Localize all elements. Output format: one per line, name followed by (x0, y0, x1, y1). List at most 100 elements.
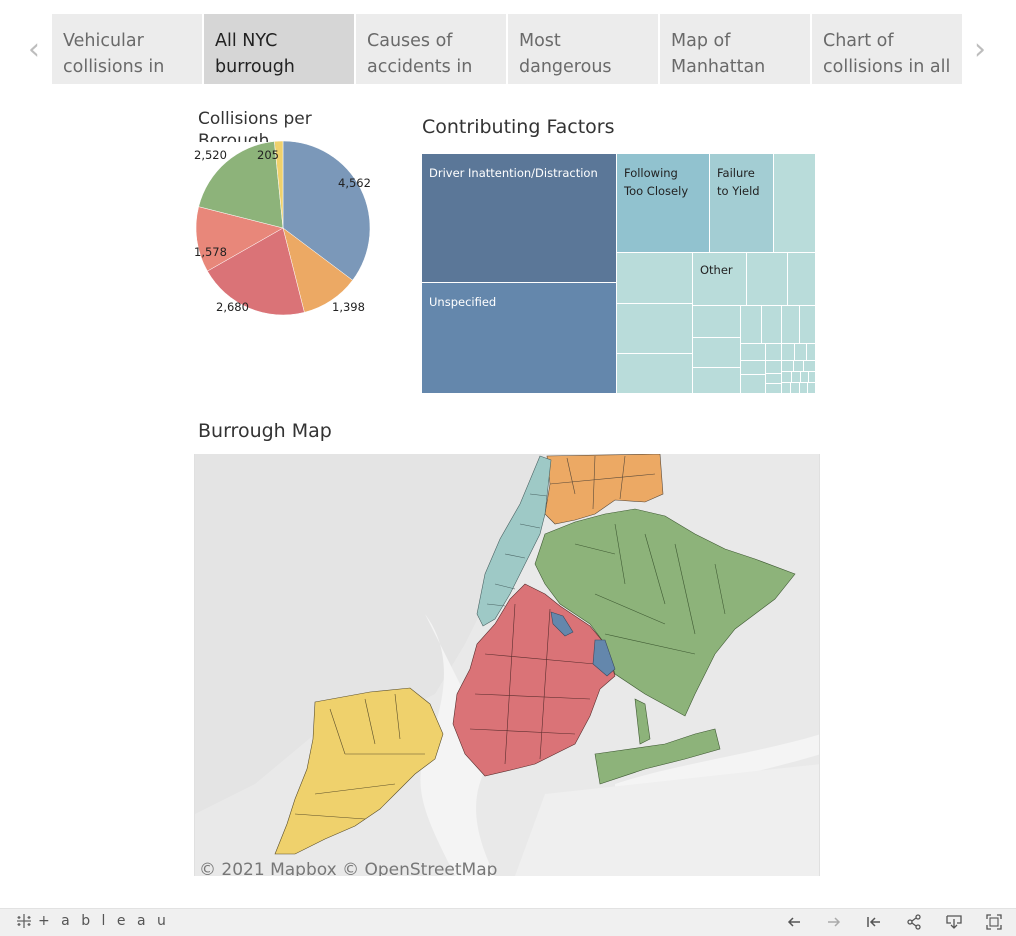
treemap-cell[interactable] (762, 306, 782, 344)
map-land-nj (195, 454, 545, 814)
share-button[interactable] (901, 911, 927, 933)
treemap-cell[interactable] (792, 372, 801, 383)
pie-slice[interactable] (207, 227, 305, 316)
redo-icon (828, 917, 841, 927)
chevron-right-icon: › (974, 31, 986, 67)
treemap-cell[interactable] (617, 253, 693, 304)
pie-slice[interactable] (274, 140, 284, 229)
treemap-cell[interactable] (782, 372, 792, 383)
map-region-brooklyn[interactable] (452, 583, 616, 777)
treemap-cell[interactable] (617, 354, 693, 394)
story-point-label: Causes of accidents in (367, 31, 473, 77)
treemap-cell[interactable] (747, 253, 788, 306)
contributing-factors-treemap[interactable]: Driver Inattention/Distraction Unspecifi… (422, 154, 816, 394)
treemap-cell[interactable] (791, 383, 800, 394)
fullscreen-button[interactable] (981, 911, 1007, 933)
story-prev-button[interactable]: ‹ (16, 14, 52, 84)
map-boundary-lines (294, 693, 425, 820)
treemap-cell[interactable] (741, 306, 762, 344)
pie-slice-label: 2,680 (216, 300, 249, 314)
treemap-cell[interactable] (617, 304, 693, 354)
treemap-cell[interactable] (693, 338, 741, 368)
story-next-button[interactable]: › (962, 14, 998, 84)
treemap-cell[interactable] (788, 253, 816, 306)
treemap-cell[interactable] (782, 383, 791, 394)
story-point-chart-of-collisions[interactable]: Chart of collisions in all (812, 14, 962, 84)
treemap-cell[interactable] (794, 361, 804, 372)
treemap-cell[interactable] (782, 344, 795, 361)
treemap-cell[interactable] (693, 306, 741, 338)
map-water-ocean (515, 764, 819, 876)
map-region-bronx[interactable] (544, 454, 664, 525)
pie-slice-label: 2,520 (194, 148, 227, 162)
tableau-toolbar: + a b l e a u (0, 908, 1016, 936)
pie-chart-title: Collisions per Borough (198, 109, 312, 142)
treemap-cell[interactable] (804, 361, 816, 372)
map-region-rockaway[interactable] (594, 728, 721, 785)
burrough-map[interactable]: © 2021 Mapbox © OpenStreetMap (194, 454, 820, 876)
map-region-park-2[interactable] (592, 639, 616, 677)
map-boundary-lines (549, 455, 656, 510)
pie-slice[interactable] (198, 141, 284, 229)
treemap-cell[interactable] (741, 361, 766, 375)
treemap-cell[interactable] (766, 374, 782, 384)
revert-button[interactable] (861, 911, 887, 933)
undo-icon (787, 917, 800, 927)
tableau-logo[interactable]: + a b l e a u (16, 913, 169, 929)
treemap-cell[interactable] (741, 375, 766, 394)
treemap-cell-driver-inattention[interactable]: Driver Inattention/Distraction (422, 154, 617, 283)
chevron-left-icon: ‹ (28, 31, 40, 67)
map-region-park-1[interactable] (550, 611, 574, 637)
map-boundary-lines (486, 493, 548, 607)
map-canvas[interactable] (195, 454, 820, 876)
treemap-cell[interactable] (766, 384, 782, 394)
treemap-cell[interactable] (795, 344, 807, 361)
treemap-cell[interactable] (766, 361, 782, 374)
story-point-causes-of-accidents[interactable]: Causes of accidents in (356, 14, 506, 84)
treemap-title: Contributing Factors (422, 116, 615, 138)
story-point-label: Most dangerous (519, 31, 612, 77)
treemap-cell-failure-to-yield[interactable]: Failure to Yield (710, 154, 774, 253)
download-button[interactable] (941, 911, 967, 933)
pie-slice-label: 1,578 (194, 245, 227, 259)
treemap-cell[interactable] (800, 306, 816, 344)
treemap-cell[interactable] (801, 372, 809, 383)
treemap-cell-following-too-closely[interactable]: Following Too Closely (617, 154, 710, 253)
treemap-cell[interactable] (774, 154, 816, 253)
treemap-label: Other (700, 263, 733, 277)
pie-slice[interactable] (282, 140, 371, 281)
tableau-logo-icon (17, 914, 31, 928)
treemap-cell[interactable] (693, 368, 741, 394)
treemap-cell[interactable] (808, 383, 816, 394)
treemap-cell[interactable] (782, 361, 794, 372)
undo-button[interactable] (781, 911, 807, 933)
story-navigation: ‹ Vehicular collisions in All NYC burrou… (0, 0, 1016, 92)
treemap-cell[interactable] (800, 383, 808, 394)
story-point-map-of-manhattan[interactable]: Map of Manhattan (660, 14, 810, 84)
treemap-label: Driver Inattention/Distraction (429, 166, 598, 180)
treemap-cell[interactable] (782, 306, 800, 344)
redo-button[interactable] (821, 911, 847, 933)
treemap-cell[interactable] (766, 344, 782, 361)
treemap-cell[interactable] (741, 344, 766, 361)
treemap-cell-unspecified[interactable]: Unspecified (422, 283, 617, 394)
story-point-all-nyc-burrough[interactable]: All NYC burrough data, (204, 14, 354, 84)
map-water-harbor (420, 614, 495, 876)
story-point-most-dangerous[interactable]: Most dangerous (508, 14, 658, 84)
treemap-cell-other[interactable]: Other (693, 253, 747, 306)
map-region-jfk-island (634, 698, 651, 745)
story-point-vehicular-collisions[interactable]: Vehicular collisions in (52, 14, 202, 84)
share-icon (907, 914, 921, 930)
treemap-cell[interactable] (807, 344, 816, 361)
story-point-label: Vehicular collisions in (63, 31, 165, 77)
story-point-label: Chart of collisions in all (823, 31, 951, 77)
map-region-staten-island[interactable] (274, 687, 444, 855)
treemap-cell[interactable] (809, 372, 816, 383)
treemap-label: Following Too Closely (624, 166, 689, 198)
map-region-manhattan[interactable] (476, 455, 552, 627)
pie-chart[interactable]: 4,562 1,398 2,680 1,578 2,520 205 (190, 140, 380, 320)
pie-slice-label: 4,562 (338, 176, 371, 190)
pie-slice[interactable] (195, 206, 284, 272)
map-attribution: © 2021 Mapbox © OpenStreetMap (199, 860, 498, 876)
map-region-queens[interactable] (534, 508, 796, 717)
